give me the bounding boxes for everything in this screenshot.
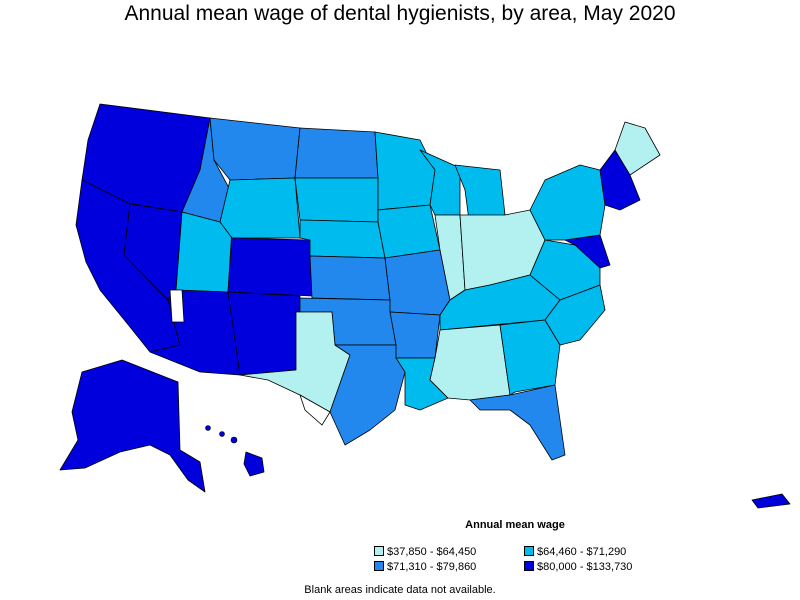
region-hawaii (243, 451, 265, 477)
legend-swatch-0 (374, 546, 384, 556)
region-montana (209, 117, 301, 181)
region-south-dakota (294, 177, 379, 223)
legend-label-0: $37,850 - $64,450 (387, 546, 477, 558)
legend-swatch-2 (374, 561, 384, 571)
legend-title: Annual mean wage (465, 519, 565, 531)
legend-label-1: $64,460 - $71,290 (537, 546, 627, 558)
region-minnesota (374, 131, 436, 211)
region-new-mexico (227, 291, 301, 376)
region-mississippi-alabama (429, 324, 511, 401)
legend-label-2: $71,310 - $79,860 (387, 561, 477, 573)
legend-label-3: $80,000 - $133,730 (537, 561, 633, 573)
legend-swatch-1 (524, 546, 534, 556)
region-kansas (309, 255, 391, 301)
region-alaska (59, 359, 206, 493)
legend-item-1: $64,460 - $71,290 (524, 546, 626, 558)
region-florida (469, 384, 566, 461)
region-north-dakota (294, 127, 379, 179)
region-puerto-rico (751, 493, 791, 509)
hawaii-island-2 (219, 431, 225, 437)
hawaii-island-3 (230, 436, 238, 444)
region-maine (614, 121, 661, 176)
region-wyoming (219, 177, 301, 239)
region-nebraska (299, 219, 386, 259)
region-missouri (384, 249, 451, 316)
region-arkansas (389, 311, 441, 359)
footnote: Blank areas indicate data not available. (304, 584, 496, 596)
no-data-area-nevada (169, 289, 185, 323)
legend-item-3: $80,000 - $133,730 (524, 561, 632, 573)
legend-item-0: $37,850 - $64,450 (374, 546, 476, 558)
region-colorado (227, 237, 313, 297)
legend-item-2: $71,310 - $79,860 (374, 561, 476, 573)
map-title: Annual mean wage of dental hygienists, b… (124, 2, 676, 25)
hawaii-island-1 (205, 425, 211, 431)
region-pennsylvania-ny (529, 164, 606, 241)
no-data-area-texas (299, 394, 331, 426)
region-georgia (499, 319, 561, 396)
no-data-areas (169, 289, 331, 426)
region-iowa (377, 204, 441, 259)
legend-swatch-3 (524, 561, 534, 571)
